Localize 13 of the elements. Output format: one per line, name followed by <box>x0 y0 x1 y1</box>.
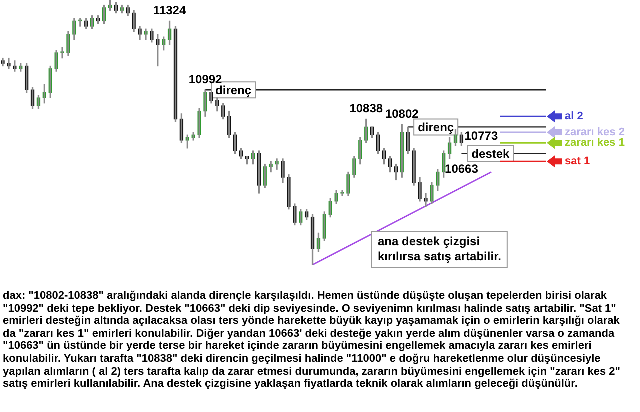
ref-line-label: destek <box>472 147 510 162</box>
text: dax: "10802-10838" aralığındaki alanda dirençle karşılaşıldı. Hemen üstünde düşüşte oluşan tepelerden birisi olarak "10992" deki tepe bekliyor. Destek "10663" deki dip seviyesinde. O seviyenimn kırılması halinde satış artabilir. "Sat 1" emirleri desteğin altında açılacaksa olası ters yönde harekette büyük kayıp yaşamamak için o emirlerin karşılığı olarak da "zararı kes 1" emirleri konulabilir. Diğer yandan 10663' deki desteğe yakın yerde alım düşünenler varsa o zamanda "10663" ün üstünde bir yerde terse bir hareket içinde zararın büyümesini engellemek amacıyla zararı kes emirleri konulabilir. Yukarı tarafta "10838" deki direncin geçilmesi halinde "11000" e doğru hareketlenme olur düşüncesiyle yapılan alımların ( al 2) ters tarafta kalıp da zarar etmesi durumunda, zararın büyümesini engellemek için "zararı kes 2" satış emirleri kullanılabilir. Ana destek çizgisine yaklaşan fiyatlarda teknik olarak alımların geleceği düşünülür. <box>3 290 622 391</box>
annotation: 10802 <box>385 106 420 121</box>
ref-line-label: zararı kes 1 <box>565 137 625 150</box>
annotation: 11324 <box>153 4 186 18</box>
ref-line-label: sat 1 <box>565 156 590 168</box>
annotation: ana destek çizgisi kırılırsa satış artabilir. <box>378 234 502 264</box>
annotation: 10773 <box>464 129 498 144</box>
annotation: 10663 <box>445 162 479 176</box>
annotation: 10838 <box>350 102 384 116</box>
ref-line-label: zararı kes 2 <box>565 126 625 139</box>
ref-line-label: al 2 <box>565 110 584 123</box>
ref-line-label: direnç <box>418 120 454 135</box>
